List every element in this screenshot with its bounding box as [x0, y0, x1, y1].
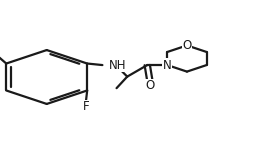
Text: O: O	[182, 39, 191, 52]
Text: NH: NH	[109, 59, 127, 72]
Text: O: O	[145, 79, 155, 92]
Text: F: F	[83, 100, 89, 113]
Text: N: N	[163, 59, 172, 72]
